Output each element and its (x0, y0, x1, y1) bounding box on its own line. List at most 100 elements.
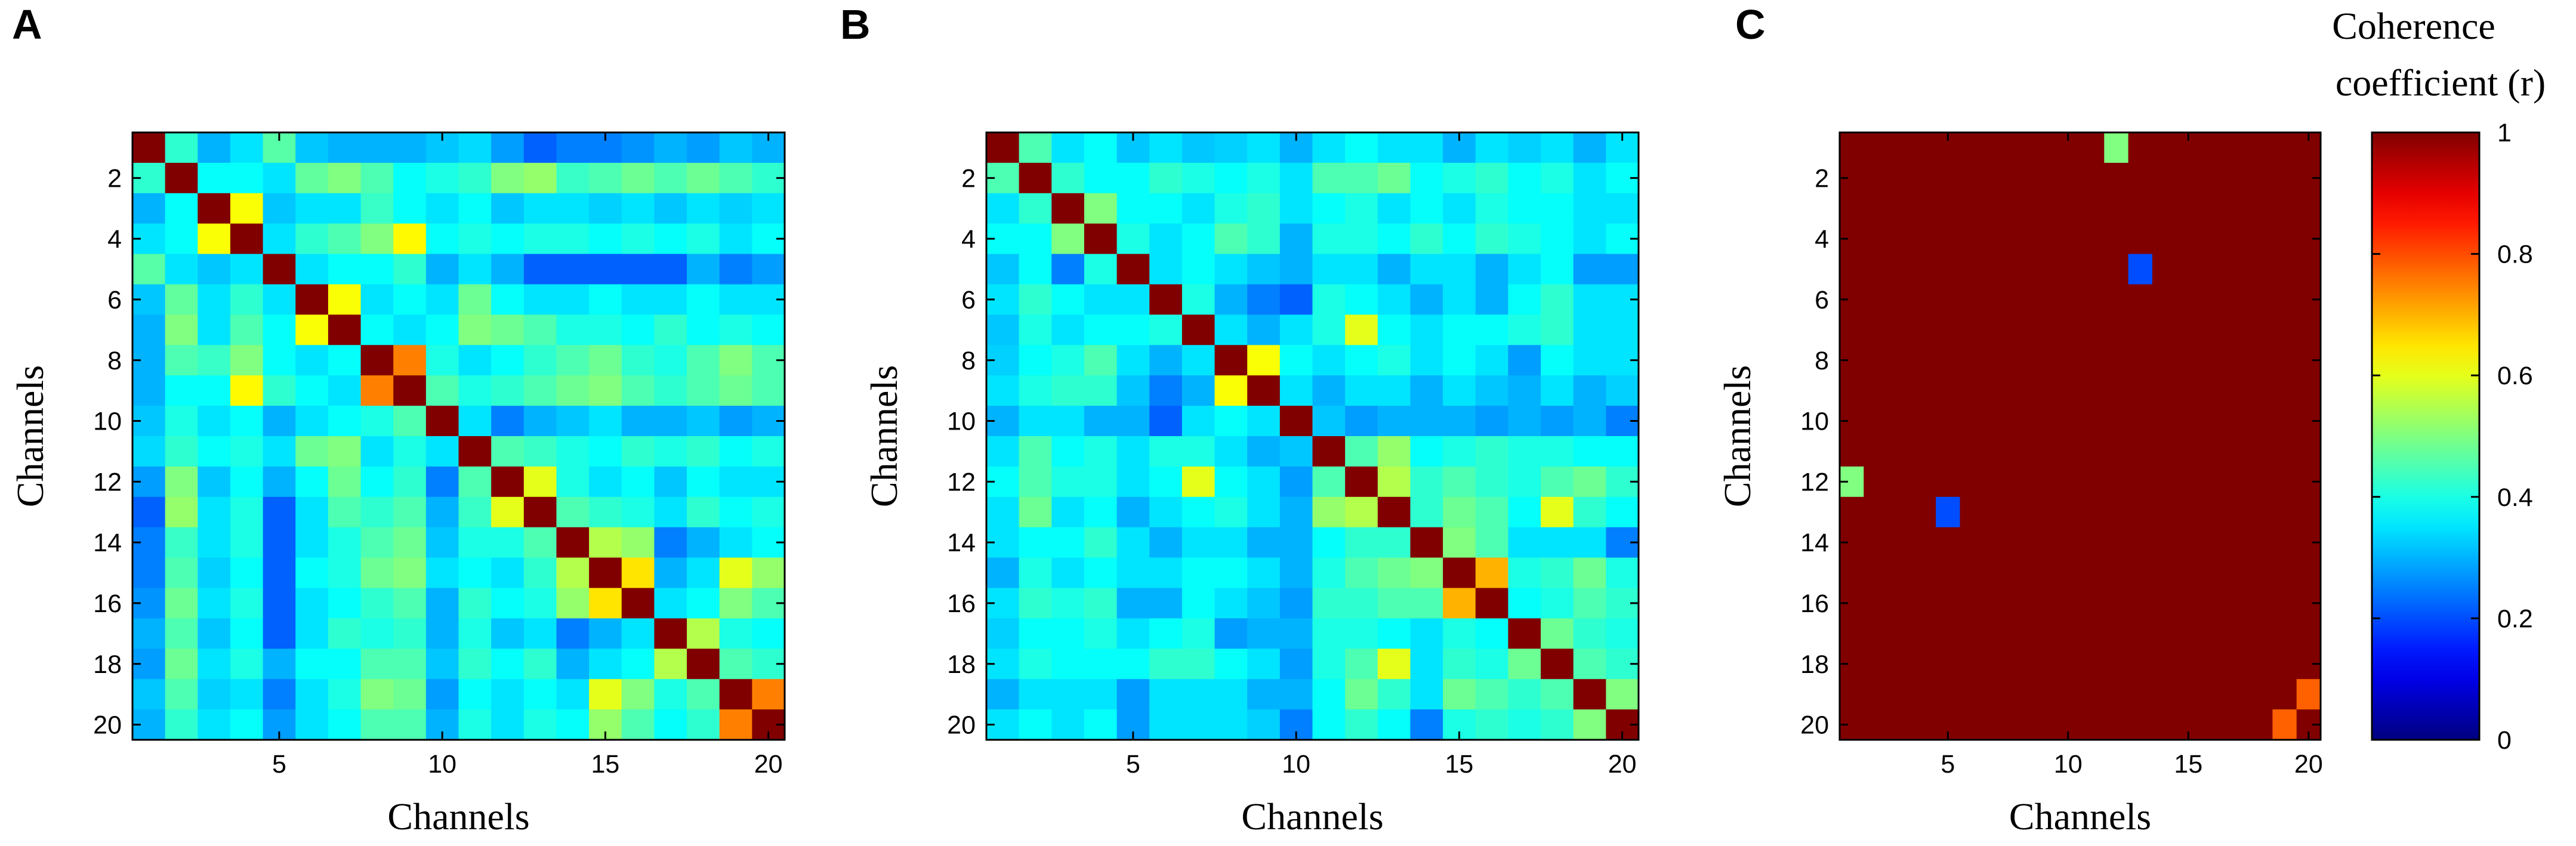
heatmap-cell (654, 314, 687, 345)
heatmap-cell (1410, 679, 1443, 710)
heatmap-cell (1475, 557, 1508, 589)
heatmap-cell (230, 527, 264, 558)
heatmap-cell (328, 679, 362, 710)
heatmap-cell (1840, 375, 1864, 406)
heatmap-cell (1541, 527, 1574, 558)
heatmap-cell (230, 496, 264, 528)
heatmap-cell (2128, 649, 2153, 680)
heatmap-cell (1410, 162, 1443, 194)
heatmap-cell (719, 496, 752, 528)
heatmap-cell (2224, 649, 2249, 680)
heatmap-cell (360, 527, 394, 558)
heatmap-cell (1084, 436, 1118, 467)
heatmap-cell (2224, 132, 2249, 163)
heatmap-cell (1983, 588, 2009, 619)
heatmap-cell (425, 193, 459, 224)
heatmap-cell (1084, 709, 1118, 740)
heatmap-cell (132, 254, 166, 285)
heatmap-cell (295, 375, 329, 406)
heatmap-cell (1019, 618, 1052, 649)
heatmap-cell (1019, 284, 1052, 315)
heatmap-cell (360, 618, 394, 649)
heatmap-cell (2032, 132, 2057, 163)
heatmap-cell (2272, 649, 2297, 680)
heatmap-cell (986, 375, 1020, 406)
heatmap-cell (198, 649, 231, 680)
heatmap-cell (1541, 588, 1574, 619)
x-axis-label: Channels (1241, 795, 1383, 838)
colorbar-tick-label: 0.4 (2497, 483, 2533, 512)
heatmap-cell (654, 618, 687, 649)
heatmap-cell (1410, 557, 1443, 589)
y-tick-label: 14 (1800, 529, 1829, 557)
heatmap-cell (1443, 406, 1476, 437)
heatmap-cell (1541, 496, 1574, 528)
heatmap-cell (752, 254, 785, 285)
heatmap-cell (393, 436, 427, 467)
heatmap-cell (1051, 193, 1085, 224)
heatmap-cell (295, 406, 329, 437)
heatmap-cell (1960, 709, 1985, 740)
heatmap-cell (1541, 618, 1574, 649)
heatmap-cell (328, 436, 362, 467)
heatmap-cell (458, 588, 492, 619)
heatmap-cell (986, 496, 1020, 528)
heatmap-cell (687, 162, 720, 194)
heatmap-cell (328, 314, 362, 345)
heatmap-cell (165, 406, 198, 437)
heatmap-cell (2152, 193, 2177, 224)
heatmap-cell (393, 254, 427, 285)
heatmap-cell (1084, 588, 1118, 619)
heatmap-cell (1377, 223, 1411, 255)
heatmap-cell (2272, 709, 2297, 740)
heatmap-cell (2032, 314, 2057, 345)
heatmap-cell (1606, 254, 1639, 285)
heatmap-cell (556, 254, 590, 285)
heatmap-cell (752, 618, 785, 649)
heatmap-cell (1864, 406, 1889, 437)
heatmap-cell (719, 618, 752, 649)
heatmap-cell (556, 406, 590, 437)
heatmap-cell (556, 466, 590, 498)
heatmap-cell (328, 132, 362, 163)
heatmap-cell (1508, 223, 1541, 255)
heatmap-cell (2008, 284, 2032, 315)
heatmap-cell (2152, 709, 2177, 740)
heatmap-cell (1960, 466, 1985, 498)
heatmap-cell (2224, 618, 2249, 649)
heatmap-cell (1084, 618, 1118, 649)
heatmap-cell (2248, 375, 2273, 406)
heatmap-cell (1864, 466, 1889, 498)
heatmap-cell (2080, 375, 2105, 406)
heatmap-cell (1116, 527, 1150, 558)
heatmap-cell (132, 132, 166, 163)
heatmap-cell (1541, 132, 1574, 163)
heatmap-cell (752, 375, 785, 406)
heatmap-cell (2104, 314, 2129, 345)
y-tick-label: 18 (1800, 650, 1829, 679)
heatmap-cell (2152, 314, 2177, 345)
heatmap-cell (2296, 193, 2321, 224)
heatmap-cell (523, 375, 557, 406)
heatmap-cell (2080, 406, 2105, 437)
heatmap-cell (621, 679, 655, 710)
heatmap-cell (1864, 314, 1889, 345)
heatmap-cell (1051, 527, 1085, 558)
heatmap-cell (263, 436, 296, 467)
heatmap-cell (230, 466, 264, 498)
heatmap-cell (687, 436, 720, 467)
heatmap-cell (2176, 162, 2201, 194)
heatmap-cell (1019, 162, 1052, 194)
heatmap-cell (1214, 132, 1248, 163)
heatmap-cell (1410, 436, 1443, 467)
heatmap-cell (1019, 345, 1052, 376)
heatmap-cell (165, 588, 198, 619)
heatmap-cell (230, 679, 264, 710)
heatmap-cell (2272, 527, 2297, 558)
heatmap-cell (2032, 223, 2057, 255)
heatmap-cell (1443, 375, 1476, 406)
heatmap-cell (2200, 709, 2225, 740)
heatmap-cell (2248, 588, 2273, 619)
heatmap-cell (1345, 618, 1378, 649)
heatmap-cell (1541, 193, 1574, 224)
